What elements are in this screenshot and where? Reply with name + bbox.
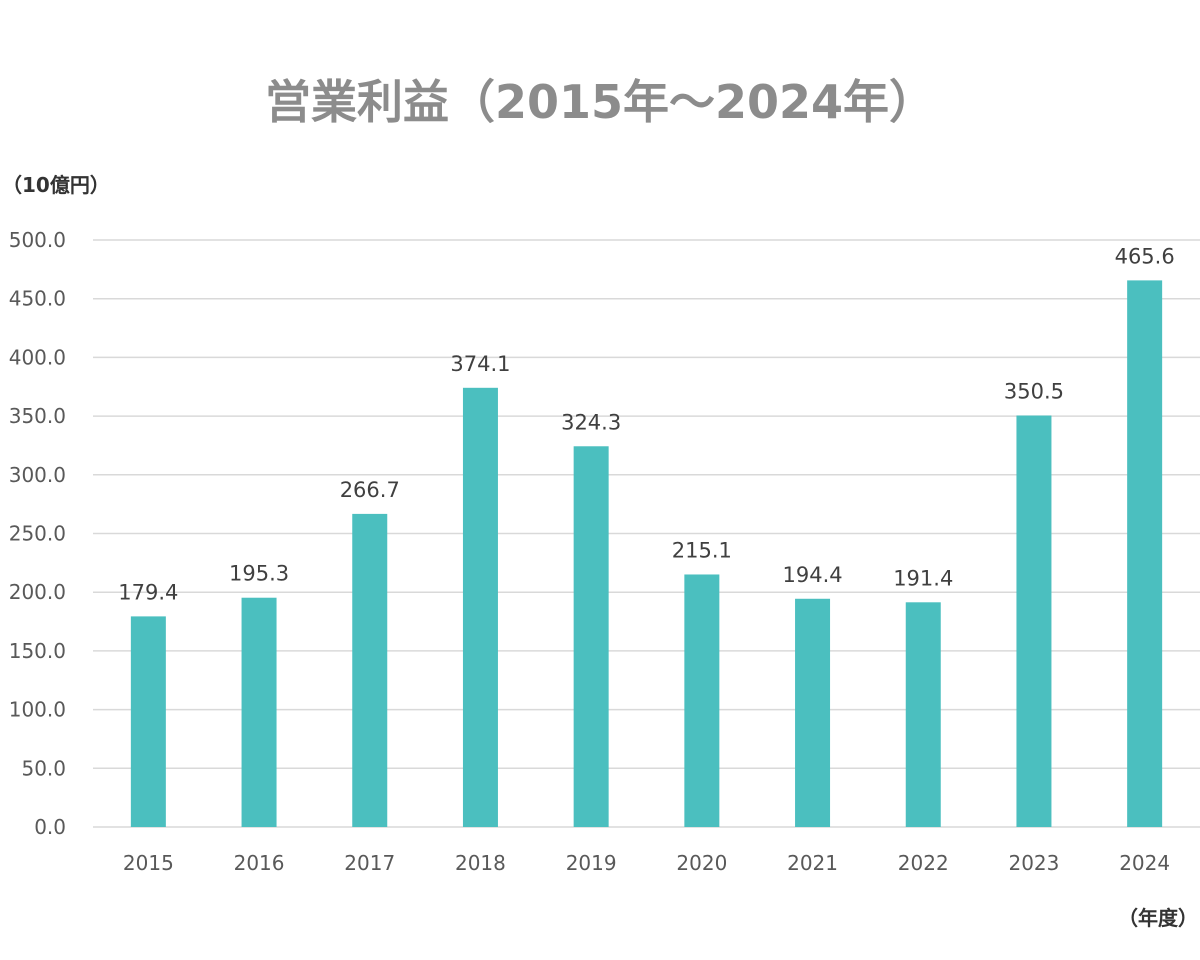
data-label: 324.3 [561, 410, 621, 434]
y-tick-label: 100.0 [9, 698, 66, 722]
y-tick-label: 400.0 [9, 345, 66, 369]
x-tick-label: 2016 [234, 851, 285, 875]
data-label: 350.5 [1004, 380, 1064, 404]
y-tick-label: 350.0 [9, 404, 66, 428]
bar-2021 [795, 598, 831, 827]
y-axis-unit-label: （10億円） [2, 173, 110, 197]
bar-2018 [462, 387, 498, 827]
x-tick-label: 2021 [787, 851, 838, 875]
x-tick-label: 2015 [123, 851, 174, 875]
y-tick-label: 50.0 [21, 756, 66, 780]
bar-2019 [573, 446, 609, 827]
x-tick-label: 2017 [344, 851, 395, 875]
x-axis-unit-label: （年度） [1118, 906, 1198, 930]
bar-2017 [352, 513, 388, 827]
data-label: 266.7 [340, 478, 400, 502]
y-tick-label: 450.0 [9, 287, 66, 311]
x-tick-label: 2018 [455, 851, 506, 875]
x-tick-label: 2022 [898, 851, 949, 875]
x-tick-label: 2020 [676, 851, 727, 875]
y-tick-label: 300.0 [9, 463, 66, 487]
data-label: 195.3 [229, 562, 289, 586]
y-tick-label: 200.0 [9, 580, 66, 604]
bar-2015 [130, 616, 166, 827]
bar-2016 [241, 597, 277, 827]
data-label: 194.4 [782, 563, 842, 587]
data-label: 465.6 [1115, 244, 1175, 268]
chart-title: 営業利益（2015年〜2024年） [265, 75, 935, 129]
bar-2020 [684, 574, 720, 827]
data-label: 179.4 [118, 580, 178, 604]
x-tick-label: 2023 [1008, 851, 1059, 875]
y-tick-label: 500.0 [9, 228, 66, 252]
bar-2023 [1016, 415, 1052, 827]
y-tick-label: 150.0 [9, 639, 66, 663]
y-tick-label: 0.0 [34, 815, 66, 839]
data-label: 191.4 [893, 566, 953, 590]
data-label: 374.1 [450, 352, 510, 376]
bar-2022 [905, 602, 941, 827]
data-label: 215.1 [672, 538, 732, 562]
bar-2024 [1127, 280, 1163, 827]
x-tick-label: 2024 [1119, 851, 1170, 875]
x-tick-label: 2019 [566, 851, 617, 875]
y-tick-label: 250.0 [9, 522, 66, 546]
